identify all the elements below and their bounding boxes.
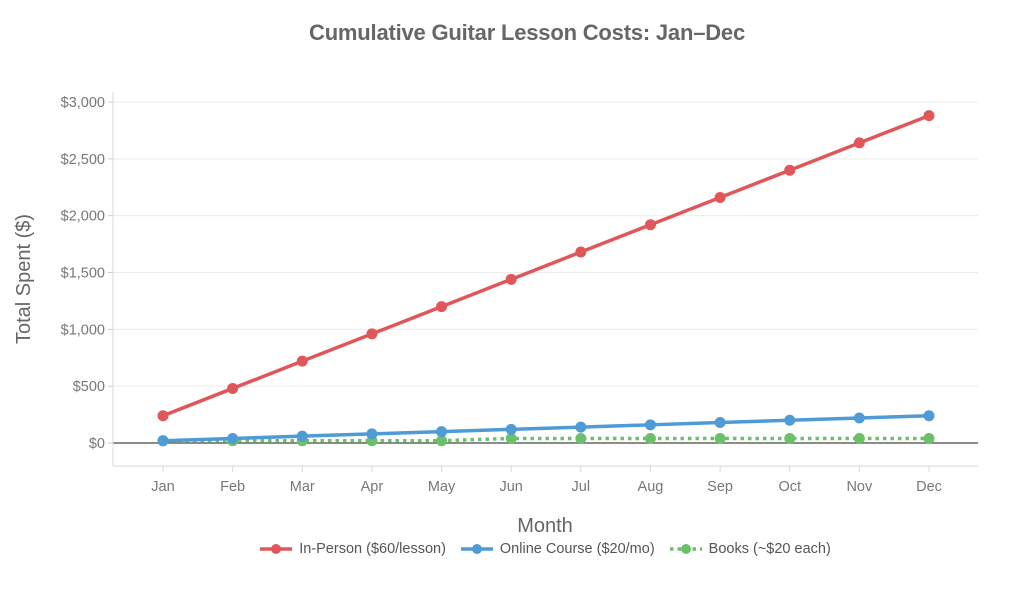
y-tick-label: $2,000 (61, 209, 105, 225)
data-point[interactable] (505, 432, 517, 444)
data-point[interactable] (714, 191, 726, 203)
data-point[interactable] (644, 219, 656, 231)
gridlines (113, 101, 978, 387)
data-point[interactable] (436, 435, 448, 447)
data-point[interactable] (366, 328, 378, 340)
chart-title: Cumulative Guitar Lesson Costs: Jan–Dec (309, 20, 745, 45)
x-tick-label: Jul (572, 479, 591, 495)
data-point[interactable] (436, 301, 448, 313)
x-tick-label: Jan (151, 479, 174, 495)
x-tick-label: Dec (916, 479, 942, 495)
y-tick-label: $500 (73, 379, 105, 395)
series-books (157, 432, 935, 447)
data-point[interactable] (714, 417, 726, 429)
data-point[interactable] (227, 432, 239, 444)
legend: In-Person ($60/lesson) Online Course ($20… (0, 541, 1024, 557)
y-tick-label: $1,000 (61, 322, 105, 338)
x-tick-label: Sep (707, 479, 733, 495)
axes: $0 $500 $1,000 $1,500 $2,000 $2,500 $3,000 Jan F… (61, 92, 978, 495)
series-line (162, 413, 930, 443)
series-online-course (157, 410, 935, 447)
data-point[interactable] (436, 426, 448, 438)
x-tick-label: Apr (361, 479, 384, 495)
x-tick-label: Oct (778, 479, 801, 495)
x-tick-label: Aug (638, 479, 664, 495)
data-point[interactable] (366, 428, 378, 440)
legend-swatch-icon (669, 544, 702, 554)
legend-label: In-Person ($60/lesson) (299, 541, 446, 557)
data-point[interactable] (157, 410, 169, 422)
y-tick-label: $1,500 (61, 266, 105, 282)
data-point[interactable] (853, 412, 865, 424)
data-point[interactable] (644, 432, 656, 444)
y-tick-label: $2,500 (61, 152, 105, 168)
legend-swatch-icon (460, 544, 493, 554)
y-axis-label: Total Spent ($) (13, 214, 35, 344)
data-point[interactable] (296, 430, 308, 442)
data-point[interactable] (853, 432, 865, 444)
data-point[interactable] (575, 421, 587, 433)
data-point[interactable] (923, 110, 935, 122)
data-point[interactable] (714, 432, 726, 444)
legend-item-books[interactable]: Books (~$20 each) (669, 541, 831, 557)
data-point[interactable] (644, 419, 656, 431)
y-tick-label: $3,000 (61, 95, 105, 111)
data-point[interactable] (923, 410, 935, 422)
x-tick-label: Jun (499, 479, 522, 495)
x-axis-label: Month (517, 515, 573, 537)
data-point[interactable] (853, 137, 865, 149)
x-tick-label: Nov (846, 479, 873, 495)
data-point[interactable] (575, 432, 587, 444)
series-line (163, 436, 929, 443)
data-point[interactable] (157, 435, 169, 447)
data-point[interactable] (505, 273, 517, 285)
data-point[interactable] (227, 382, 239, 394)
data-point[interactable] (575, 246, 587, 258)
x-tick-label: Mar (290, 479, 315, 495)
series-layer (157, 110, 935, 447)
data-point[interactable] (784, 414, 796, 426)
data-point[interactable] (923, 432, 935, 444)
x-tick-label: Feb (220, 479, 245, 495)
data-point[interactable] (784, 164, 796, 176)
series-in-person (157, 110, 935, 422)
legend-label: Books (~$20 each) (708, 541, 831, 557)
y-tick-label: $0 (89, 436, 105, 452)
legend-swatch-icon (260, 544, 293, 554)
legend-label: Online Course ($20/mo) (499, 541, 655, 557)
series-line (162, 114, 930, 418)
legend-item-in-person[interactable]: In-Person ($60/lesson) (259, 541, 446, 557)
data-point[interactable] (505, 423, 517, 435)
data-point[interactable] (296, 355, 308, 367)
legend-item-online-course[interactable]: Online Course ($20/mo) (460, 541, 655, 557)
data-point[interactable] (784, 432, 796, 444)
x-tick-label: May (428, 479, 456, 495)
